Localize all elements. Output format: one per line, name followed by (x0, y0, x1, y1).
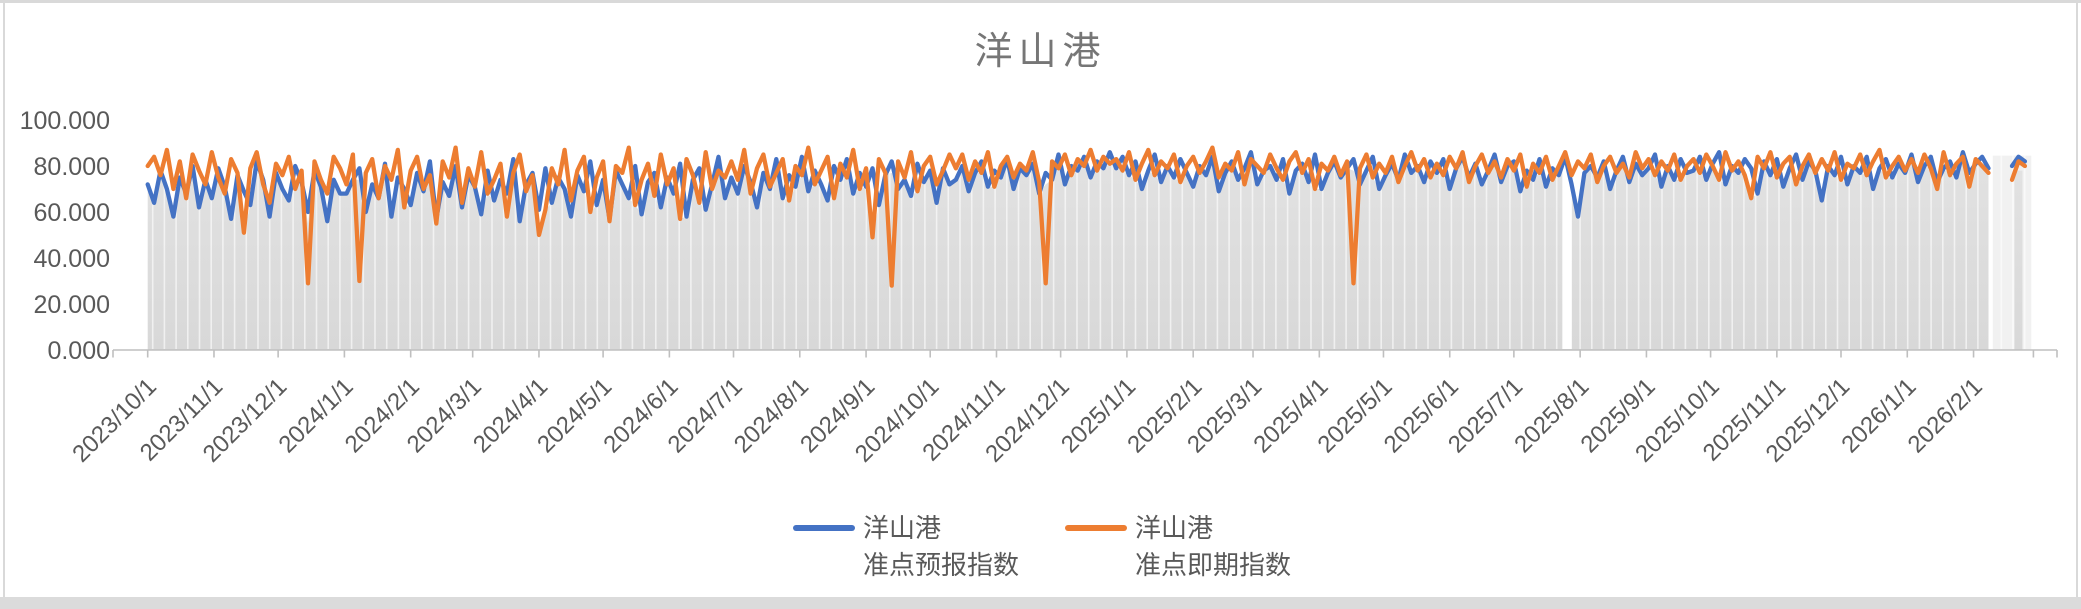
y-axis-label: 60.000 (34, 199, 110, 227)
series-line-forecast-tail (2009, 154, 2028, 169)
legend-label-forecast-line1: 洋山港 (863, 513, 942, 543)
legend-label-spot-line1: 洋山港 (1135, 513, 1214, 543)
chart-frame-bottom-strip (0, 597, 2081, 609)
y-axis-label: 0.000 (47, 337, 110, 365)
legend-marker-spot (1065, 525, 1127, 531)
chart-frame-right-border (2076, 3, 2078, 598)
legend-label-spot-line2: 准点即期指数 (1135, 550, 1292, 580)
area-data-gap (1562, 128, 1572, 349)
chart-frame-left-border (3, 3, 5, 598)
gray-area-fill (147, 156, 1989, 350)
series-line-spot-tail (2009, 159, 2028, 182)
chart-frame-top-border (0, 0, 2081, 3)
x-axis (112, 349, 2058, 358)
series-line-spot (145, 145, 1991, 288)
legend-item-forecast: 洋山港 准点预报指数 (793, 510, 1019, 584)
series-line-forecast (145, 150, 1991, 224)
legend-label-forecast-line2: 准点预报指数 (863, 550, 1020, 580)
y-axis-label: 80.000 (34, 153, 110, 181)
legend: 洋山港 准点预报指数 洋山港 准点即期指数 (0, 0, 2081, 580)
x-axis-label: 2026/2/1 (1903, 373, 1988, 458)
y-axis-label: 100.000 (20, 107, 110, 135)
legend-label-spot: 洋山港 准点即期指数 (1135, 510, 1291, 584)
sparse-data-band (1992, 155, 2032, 350)
y-axis-label: 40.000 (34, 245, 110, 273)
chart-title: 洋山港 (974, 31, 1107, 73)
tail-area-column (2014, 170, 2023, 350)
legend-item-spot: 洋山港 准点即期指数 (1065, 510, 1291, 584)
legend-label-forecast: 洋山港 准点预报指数 (863, 510, 1019, 584)
y-axis-label: 20.000 (34, 291, 110, 319)
legend-marker-forecast (793, 525, 855, 531)
